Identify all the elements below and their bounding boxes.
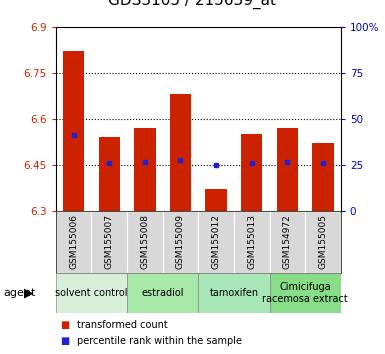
Text: tamoxifen: tamoxifen xyxy=(209,288,258,298)
Bar xyxy=(312,143,333,211)
Bar xyxy=(305,211,341,273)
Bar xyxy=(270,273,341,313)
Bar xyxy=(127,211,162,273)
Bar xyxy=(198,273,270,313)
Text: GSM155008: GSM155008 xyxy=(141,214,149,269)
Bar xyxy=(270,211,305,273)
Text: GSM155007: GSM155007 xyxy=(105,214,114,269)
Bar xyxy=(163,211,198,273)
Text: Cimicifuga
racemosa extract: Cimicifuga racemosa extract xyxy=(262,282,348,304)
Text: GSM155012: GSM155012 xyxy=(212,214,221,269)
Bar xyxy=(63,51,84,211)
Text: ▶: ▶ xyxy=(24,286,34,299)
Bar xyxy=(127,273,198,313)
Text: agent: agent xyxy=(4,288,36,298)
Text: GDS3105 / 215639_at: GDS3105 / 215639_at xyxy=(109,0,276,9)
Bar xyxy=(56,211,92,273)
Bar xyxy=(99,137,120,211)
Text: solvent control: solvent control xyxy=(55,288,128,298)
Text: GSM154972: GSM154972 xyxy=(283,214,292,269)
Text: percentile rank within the sample: percentile rank within the sample xyxy=(77,336,242,346)
Bar xyxy=(241,134,263,211)
Bar xyxy=(170,94,191,211)
Text: GSM155006: GSM155006 xyxy=(69,214,78,269)
Text: estradiol: estradiol xyxy=(141,288,184,298)
Text: GSM155013: GSM155013 xyxy=(247,214,256,269)
Text: ■: ■ xyxy=(60,320,69,330)
Bar xyxy=(198,211,234,273)
Bar xyxy=(134,128,156,211)
Text: transformed count: transformed count xyxy=(77,320,168,330)
Text: ■: ■ xyxy=(60,336,69,346)
Text: GSM155009: GSM155009 xyxy=(176,214,185,269)
Text: GSM155005: GSM155005 xyxy=(318,214,327,269)
Bar xyxy=(234,211,270,273)
Bar xyxy=(56,273,127,313)
Bar xyxy=(206,189,227,211)
Bar xyxy=(92,211,127,273)
Bar xyxy=(277,128,298,211)
